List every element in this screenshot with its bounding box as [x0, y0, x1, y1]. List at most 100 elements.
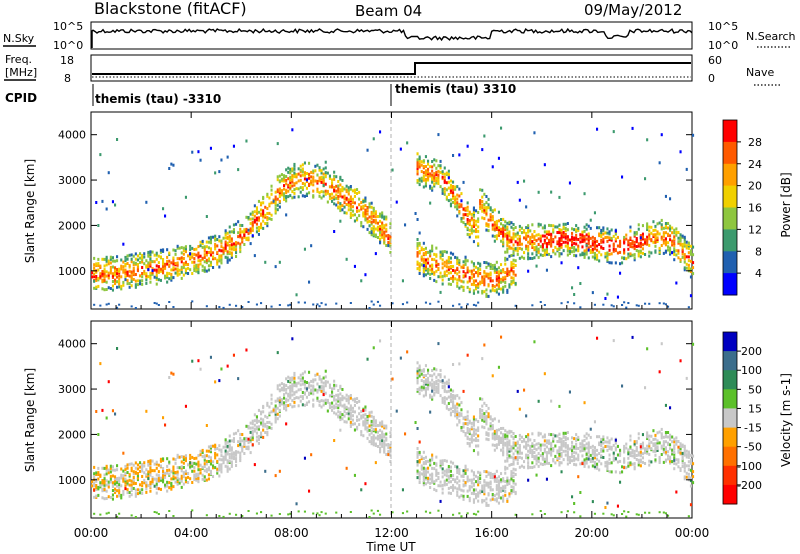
- power-cell: [209, 235, 212, 239]
- velocity-cell: [462, 479, 465, 483]
- power-cell: [159, 248, 162, 252]
- velocity-cell: [506, 483, 509, 486]
- power-cell: [353, 219, 356, 223]
- power-cell: [120, 275, 123, 279]
- velocity-cell: [527, 461, 530, 465]
- power-cell: [347, 200, 350, 204]
- power-cell: [431, 267, 434, 271]
- velocity-cell: [222, 455, 225, 459]
- power-cell: [527, 252, 530, 256]
- power-cell: [130, 260, 133, 264]
- velocity-cell-low: [270, 514, 273, 517]
- velocity-cell: [449, 475, 452, 479]
- power-cell: [389, 226, 392, 230]
- velocity-cell: [216, 471, 219, 475]
- velocity-cell: [197, 476, 200, 480]
- power-cell: [141, 279, 144, 283]
- power-cell: [487, 197, 490, 201]
- power-cell: [153, 268, 156, 272]
- power-cell: [205, 253, 208, 257]
- power-cell: [504, 277, 507, 281]
- velocity-cell: [155, 479, 158, 483]
- velocity-cell-sparse: [493, 475, 496, 479]
- power-cell: [218, 256, 221, 260]
- power-cell: [172, 268, 175, 272]
- velocity-cell: [360, 430, 363, 434]
- power-cell: [224, 244, 227, 248]
- power-cell: [533, 256, 536, 260]
- power-cell: [646, 222, 649, 226]
- power-cell-sparse: [401, 279, 404, 283]
- y-tick-label: 2000: [58, 219, 86, 232]
- power-cell: [159, 269, 162, 273]
- power-cell-sparse: [587, 248, 590, 252]
- power-cell-sparse: [111, 200, 114, 204]
- velocity-cell: [587, 433, 590, 437]
- power-cell-low: [218, 306, 221, 308]
- power-cell: [301, 173, 304, 177]
- power-cell: [122, 268, 125, 272]
- power-cell: [587, 256, 590, 260]
- power-cell: [669, 238, 672, 242]
- velocity-cell: [477, 499, 480, 503]
- power-cell: [370, 212, 373, 216]
- power-cell: [301, 182, 304, 185]
- velocity-cell: [456, 465, 459, 469]
- velocity-cell: [593, 446, 596, 450]
- power-cell: [646, 226, 649, 230]
- power-cell: [255, 218, 258, 222]
- velocity-cell: [489, 424, 492, 428]
- velocity-cell: [187, 475, 190, 479]
- velocity-cell-sparse: [285, 422, 288, 426]
- velocity-cell: [293, 376, 296, 380]
- velocity-cell-sparse: [535, 473, 538, 477]
- velocity-cell: [441, 491, 444, 495]
- velocity-cell: [289, 384, 292, 388]
- power-cell: [479, 202, 482, 206]
- velocity-cell: [128, 473, 131, 477]
- velocity-cell: [383, 426, 386, 430]
- velocity-cell: [101, 466, 104, 470]
- velocity-cell: [103, 478, 106, 482]
- power-cell: [424, 266, 427, 270]
- velocity-cell: [312, 392, 315, 396]
- power-cell: [431, 249, 434, 253]
- power-cell: [458, 205, 461, 209]
- velocity-cell: [278, 398, 281, 402]
- power-cell-sparse: [573, 293, 576, 296]
- nave-tick-bottom: 0: [708, 72, 715, 85]
- velocity-cell: [452, 394, 455, 397]
- velocity-cell: [170, 487, 173, 491]
- velocity-cell: [130, 485, 133, 489]
- velocity-cell: [245, 424, 248, 428]
- velocity-cell: [216, 469, 219, 473]
- power-cell-low: [424, 301, 427, 304]
- power-cell: [111, 256, 114, 260]
- power-cell-sparse: [516, 180, 519, 184]
- power-cell: [368, 215, 371, 219]
- velocity-cell: [193, 473, 196, 477]
- power-cell: [658, 248, 661, 252]
- power-cell: [326, 200, 329, 204]
- power-cell: [641, 247, 644, 251]
- power-cell-sparse: [253, 254, 256, 258]
- velocity-cell: [506, 479, 509, 483]
- power-cell: [128, 269, 131, 273]
- power-cell: [162, 271, 165, 275]
- power-cell: [287, 189, 290, 193]
- velocity-cell: [587, 465, 590, 469]
- power-cell: [479, 199, 482, 202]
- power-cell: [529, 256, 532, 260]
- power-cell-low: [303, 301, 306, 304]
- power-cell: [424, 173, 427, 177]
- power-cell: [489, 264, 492, 268]
- velocity-cell: [416, 471, 419, 475]
- power-cell: [518, 228, 521, 232]
- velocity-cell: [383, 449, 386, 453]
- power-cell: [422, 241, 425, 245]
- velocity-cell: [157, 474, 160, 478]
- velocity-cell: [230, 460, 233, 464]
- velocity-cell: [276, 417, 279, 421]
- velocity-cell: [287, 404, 290, 408]
- velocity-cell: [497, 435, 500, 439]
